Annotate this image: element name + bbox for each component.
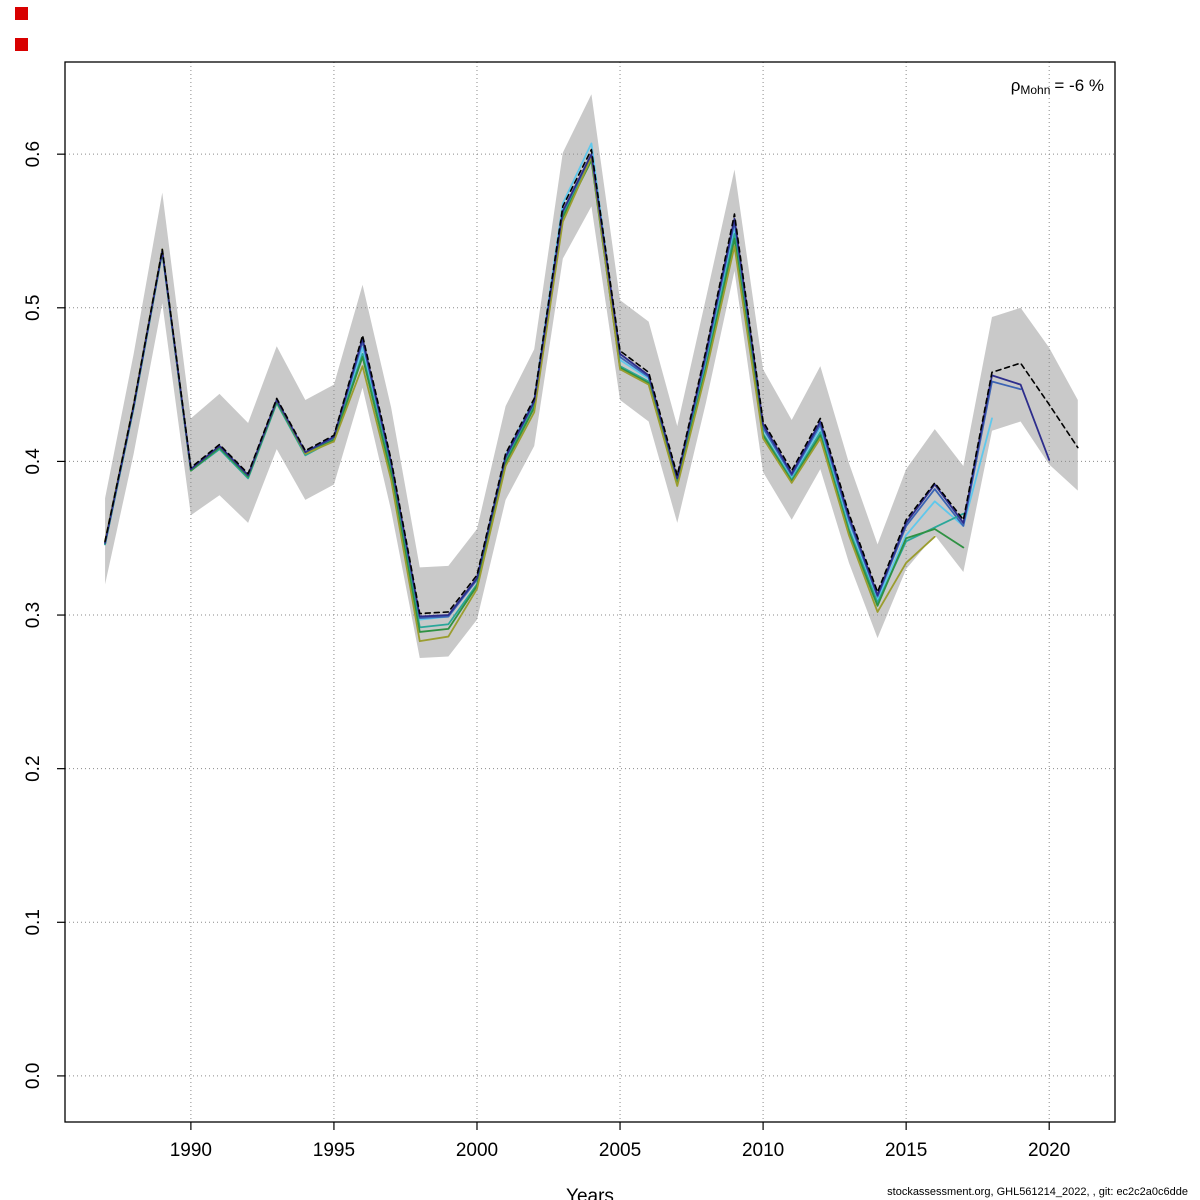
rho-value: = -6 % [1054, 76, 1104, 95]
confidence-band [105, 94, 1078, 659]
y-tick-label: 0.0 [23, 1063, 44, 1089]
rho-subscript: Mohn [1020, 83, 1051, 97]
x-tick-label: 2000 [456, 1140, 498, 1161]
rho-symbol: ρ [1010, 76, 1021, 95]
mohn-rho-annotation: ρMohn = -6 % [1011, 76, 1104, 97]
x-tick-label: 1990 [170, 1140, 212, 1161]
x-tick-label: 2010 [742, 1140, 784, 1161]
x-tick-label: 2015 [885, 1140, 927, 1161]
x-tick-label: 1995 [313, 1140, 355, 1161]
red-marker-icon [15, 38, 28, 51]
y-tick-label: 0.4 [23, 448, 44, 475]
y-tick-label: 0.1 [23, 909, 44, 935]
y-tick-label: 0.6 [23, 141, 44, 167]
footer-attribution: stockassessment.org, GHL561214_2022, , g… [887, 1186, 1188, 1198]
y-tick-label: 0.2 [23, 755, 44, 781]
y-tick-label: 0.3 [23, 602, 44, 628]
x-tick-label: 2005 [599, 1140, 641, 1161]
red-marker-icon [15, 7, 28, 20]
plot-border [64, 61, 1116, 1123]
y-tick-label: 0.5 [23, 295, 44, 321]
series-assessment-2021-main [104, 148, 1079, 615]
x-tick-label: 2020 [1028, 1140, 1070, 1161]
x-axis-title: Years [566, 1186, 614, 1200]
